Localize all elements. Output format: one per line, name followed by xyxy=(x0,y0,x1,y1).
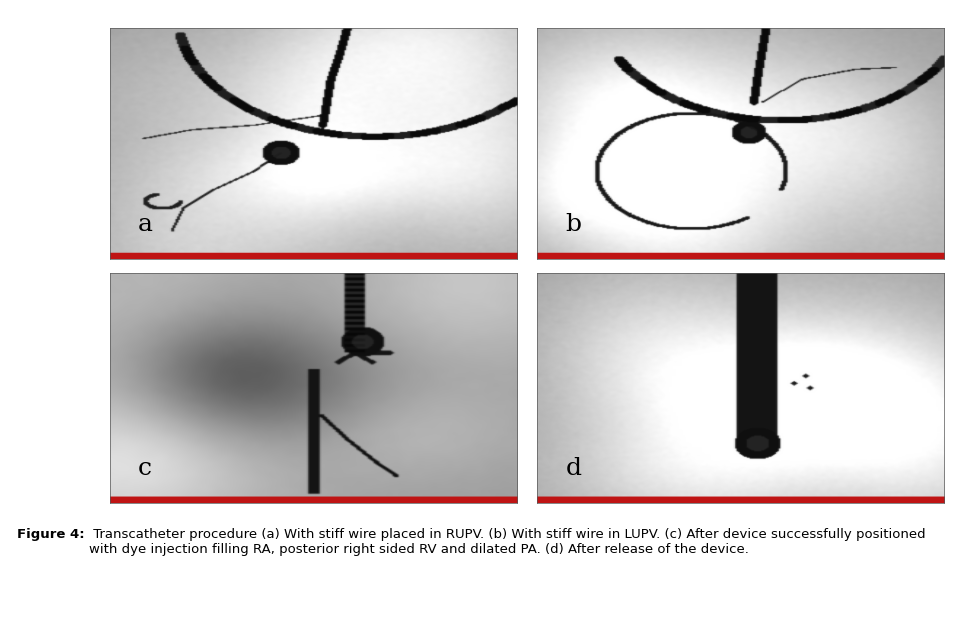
Text: c: c xyxy=(138,457,152,480)
Text: b: b xyxy=(565,213,581,236)
Text: Figure 4:: Figure 4: xyxy=(17,528,85,541)
Text: a: a xyxy=(138,213,153,236)
Text: d: d xyxy=(565,457,581,480)
Text: Transcatheter procedure (a) With stiff wire placed in RUPV. (b) With stiff wire : Transcatheter procedure (a) With stiff w… xyxy=(89,528,924,556)
